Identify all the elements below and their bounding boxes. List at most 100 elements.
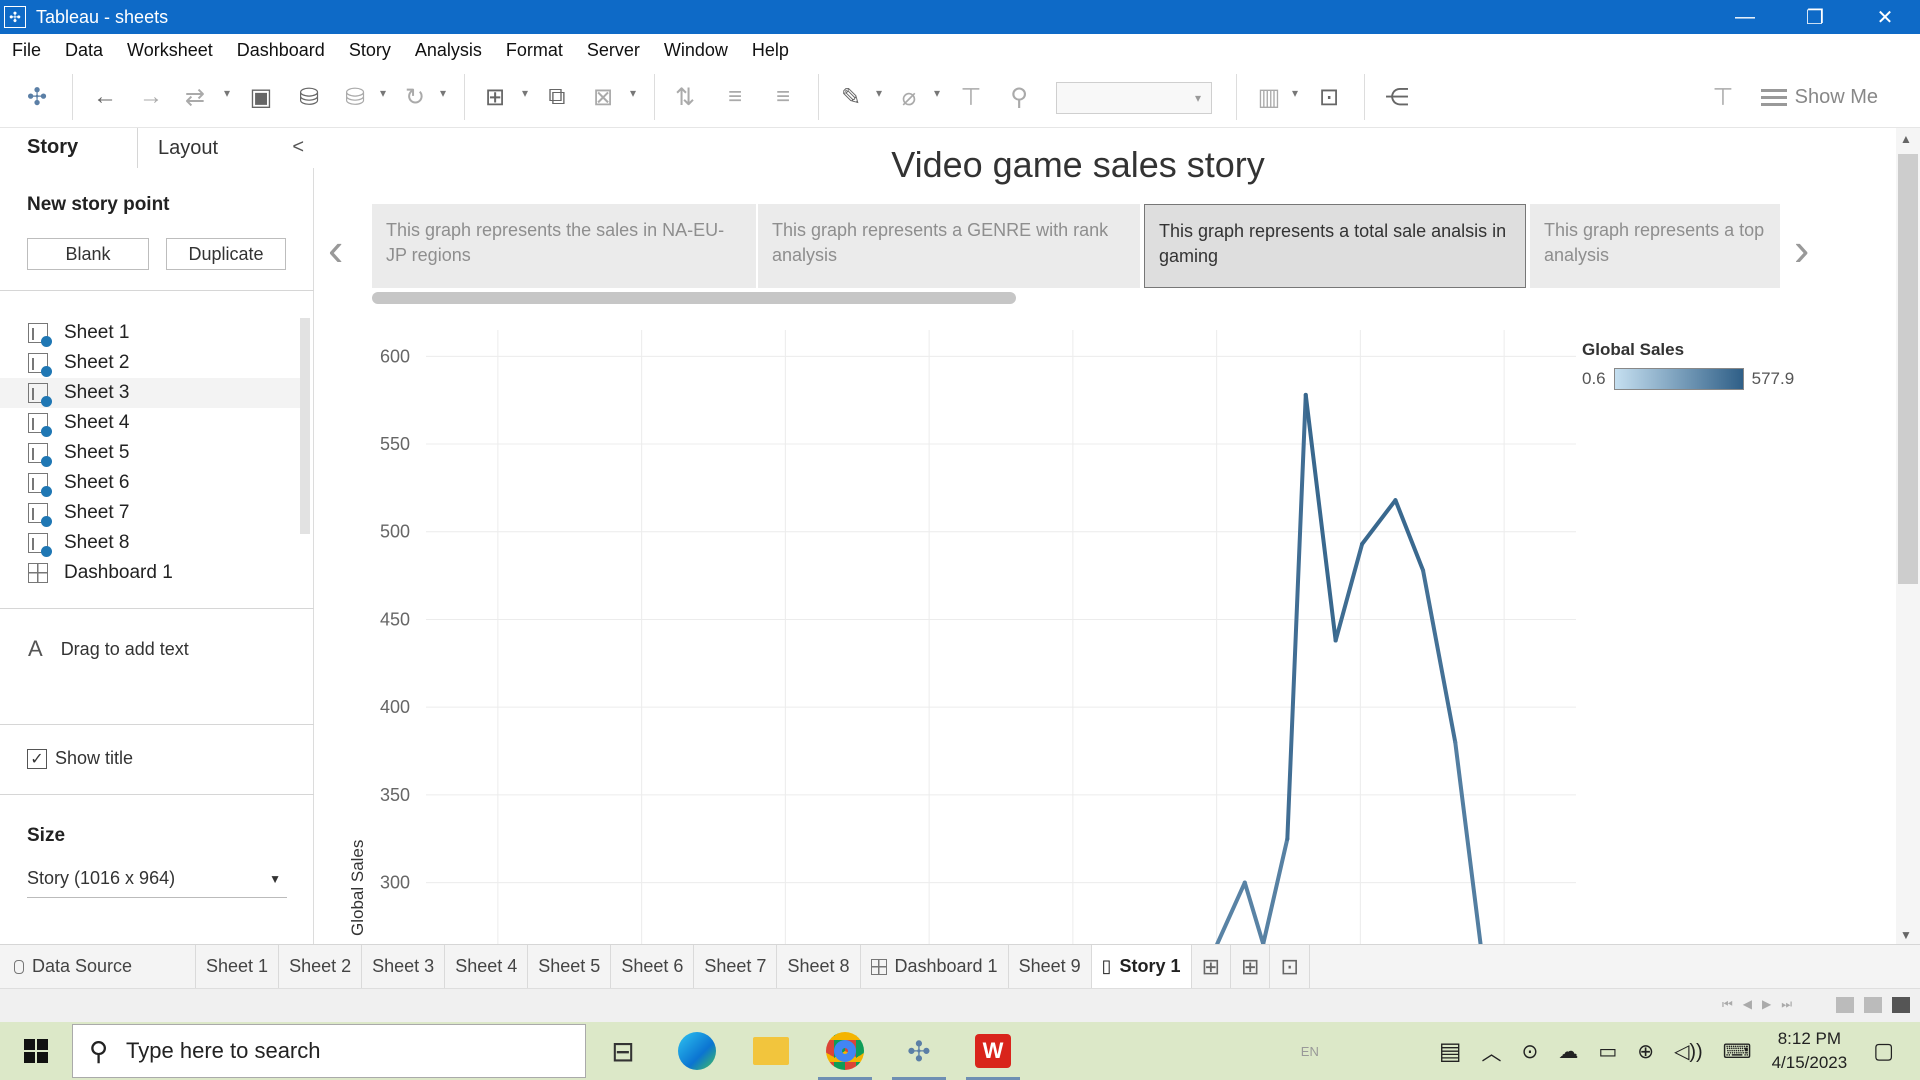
network-globe-icon[interactable]: ⊕ — [1637, 1040, 1654, 1063]
duplicate-button[interactable]: Duplicate — [166, 238, 286, 270]
chevron-down-icon[interactable]: ▾ — [934, 86, 941, 100]
line-segment[interactable] — [1421, 568, 1458, 745]
blank-button[interactable]: Blank — [27, 238, 149, 270]
tab-sheet-5[interactable]: Sheet 5 — [528, 944, 612, 989]
scroll-down-icon[interactable]: ▼ — [1900, 928, 1912, 942]
onedrive-icon[interactable]: ☁ — [1558, 1040, 1579, 1063]
tab-sheet-4[interactable]: Sheet 4 — [445, 944, 529, 989]
news-widget-icon[interactable]: ▤ — [1438, 1037, 1462, 1065]
chevron-down-icon[interactable]: ▾ — [876, 86, 883, 100]
volume-icon[interactable]: ◁)) — [1673, 1040, 1703, 1063]
tab-sheet-8[interactable]: Sheet 8 — [777, 944, 861, 989]
sheet-list-item-sheet-1[interactable]: Sheet 1 — [0, 318, 300, 348]
drag-to-add-text[interactable]: A Drag to add text — [28, 636, 189, 662]
tabs-view-icon[interactable] — [1892, 997, 1910, 1013]
collapse-pane-icon[interactable]: < — [292, 136, 304, 158]
restore-button[interactable]: ❐ — [1806, 6, 1824, 29]
menu-worksheet[interactable]: Worksheet — [127, 39, 213, 60]
menu-file[interactable]: File — [12, 39, 42, 60]
story-point-2[interactable]: This graph represents a GENRE with rank … — [758, 204, 1140, 288]
group-members-icon[interactable]: ⌀ — [901, 83, 917, 111]
fit-dropdown[interactable]: ▾ — [1056, 82, 1212, 114]
tab-story[interactable]: Story — [0, 128, 138, 168]
line-segment[interactable] — [1393, 498, 1426, 573]
tableau-taskbar-icon[interactable]: ✣ — [882, 1022, 956, 1080]
redo-icon[interactable]: → — [139, 83, 163, 110]
touch-keyboard-icon[interactable]: ⌨ — [1722, 1040, 1752, 1063]
sheet-list-item-sheet-7[interactable]: Sheet 7 — [0, 498, 300, 528]
story-point-scrollbar[interactable] — [372, 292, 1016, 304]
scrollbar-thumb[interactable] — [1898, 154, 1918, 584]
sort-ascending-icon[interactable]: ≡ — [727, 83, 742, 110]
tab-dashboard-1[interactable]: Dashboard 1 — [861, 944, 1009, 989]
show-me-button[interactable]: Show Me — [1760, 80, 1878, 114]
tab-layout[interactable]: Layout — [138, 128, 314, 168]
story-point-1[interactable]: This graph represents the sales in NA-EU… — [372, 204, 756, 288]
chevron-down-icon[interactable]: ▾ — [440, 86, 447, 100]
taskbar-clock[interactable]: 8:12 PM 4/15/2023 — [1772, 1027, 1848, 1075]
chrome-browser-icon[interactable] — [808, 1022, 882, 1080]
sheet-list-item-sheet-4[interactable]: Sheet 4 — [0, 408, 300, 438]
meet-now-icon[interactable]: ⊙ — [1521, 1040, 1539, 1063]
menu-story[interactable]: Story — [348, 39, 391, 60]
save-icon[interactable]: ▣ — [249, 83, 273, 111]
line-segment[interactable] — [1360, 498, 1398, 547]
new-worksheet-icon[interactable]: ⊞ — [484, 83, 506, 111]
line-segment[interactable] — [1261, 836, 1290, 944]
filmstrip-view-icon[interactable] — [1864, 997, 1882, 1013]
sheet-list-scrollbar[interactable] — [300, 318, 310, 534]
clear-sheet-icon[interactable]: ⊠ — [592, 83, 614, 111]
menu-analysis[interactable]: Analysis — [414, 39, 482, 60]
tab-sheet-2[interactable]: Sheet 2 — [279, 944, 363, 989]
line-segment[interactable] — [1285, 392, 1308, 841]
notifications-icon[interactable]: ▢ — [1873, 1038, 1894, 1063]
show-title-checkbox[interactable]: ✓ Show title — [27, 748, 133, 769]
close-button[interactable]: ✕ — [1876, 6, 1894, 29]
next-story-point-icon[interactable]: › — [1794, 223, 1810, 275]
highlight-icon[interactable]: ✎ — [840, 83, 862, 111]
menu-help[interactable]: Help — [751, 39, 789, 60]
sheet-list-item-sheet-3[interactable]: Sheet 3 — [0, 378, 300, 408]
line-segment[interactable] — [1242, 880, 1266, 944]
swap-rows-columns-icon[interactable]: ⇅ — [674, 83, 696, 111]
menu-window[interactable]: Window — [663, 39, 728, 60]
menu-format[interactable]: Format — [505, 39, 563, 60]
input-language[interactable]: EN — [1300, 1043, 1319, 1059]
line-segment[interactable] — [1215, 880, 1247, 944]
share-icon[interactable]: ⋲ — [1385, 83, 1409, 111]
tab-sheet-9[interactable]: Sheet 9 — [1009, 944, 1092, 989]
wps-office-icon[interactable]: W — [956, 1022, 1030, 1080]
tab-sheet-1[interactable]: Sheet 1 — [196, 944, 280, 989]
fix-axes-icon[interactable]: ⚲ — [1010, 83, 1028, 111]
sheet-list-item-sheet-6[interactable]: Sheet 6 — [0, 468, 300, 498]
chevron-down-icon[interactable]: ▾ — [1292, 86, 1299, 100]
tab-sheet-3[interactable]: Sheet 3 — [362, 944, 446, 989]
chevron-down-icon[interactable]: ▾ — [224, 86, 231, 100]
story-vertical-scrollbar[interactable]: ▲ ▼ — [1896, 128, 1920, 944]
sheet-list-item-sheet-5[interactable]: Sheet 5 — [0, 438, 300, 468]
taskbar-search-box[interactable]: ⚲ Type here to search — [72, 1024, 586, 1078]
start-button[interactable] — [0, 1022, 72, 1080]
scroll-up-icon[interactable]: ▲ — [1900, 132, 1912, 146]
sheet-sorter-view-icon[interactable] — [1836, 997, 1854, 1013]
task-view-icon[interactable]: ⊟ — [611, 1035, 635, 1067]
chevron-down-icon[interactable]: ▾ — [380, 86, 387, 100]
menu-server[interactable]: Server — [586, 39, 640, 60]
tab-sheet-7[interactable]: Sheet 7 — [694, 944, 778, 989]
refresh-icon[interactable]: ↻ — [404, 83, 426, 111]
tab-sheet-6[interactable]: Sheet 6 — [611, 944, 695, 989]
minimize-button[interactable]: — — [1735, 5, 1755, 28]
line-segment[interactable] — [1333, 542, 1365, 643]
show-hidden-icons-icon[interactable]: ︿ — [1481, 1042, 1502, 1065]
line-segment[interactable] — [1453, 740, 1483, 944]
new-dashboard-tab-icon[interactable]: ⊞ — [1231, 944, 1271, 989]
presentation-mode-icon[interactable]: ⊡ — [1318, 83, 1340, 111]
tab-navigation-icons[interactable]: ⏮◀▶⏭ — [1721, 997, 1802, 1011]
edge-browser-icon[interactable] — [660, 1022, 734, 1080]
tab-data-source[interactable]: Data Source — [0, 944, 196, 989]
chevron-down-icon[interactable]: ▾ — [522, 86, 529, 100]
previous-story-point-icon[interactable]: ‹ — [328, 223, 344, 275]
show-cards-icon[interactable]: ▥ — [1257, 83, 1281, 111]
paint-format-icon[interactable]: ⊤ — [1712, 83, 1734, 111]
replace-data-source-icon[interactable]: ⇄ — [184, 83, 206, 111]
